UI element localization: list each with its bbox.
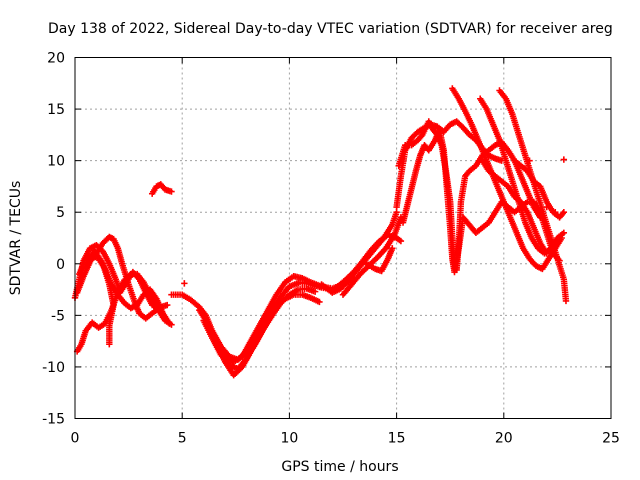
data-point (168, 188, 175, 195)
data-point (311, 288, 319, 295)
series-trace-10 (204, 272, 357, 365)
series-trace-17 (399, 126, 563, 276)
x-tick-label: 15 (388, 431, 406, 447)
data-point (106, 341, 113, 348)
data-point (543, 203, 550, 211)
data-point (560, 209, 568, 216)
x-tick-label: 20 (495, 431, 513, 447)
data-point (418, 132, 425, 140)
x-tick-label: 0 (71, 431, 80, 447)
series-trace-14 (363, 245, 396, 275)
y-tick-label: 15 (47, 102, 65, 118)
data-marks (71, 85, 570, 379)
y-tick-label: -15 (42, 412, 65, 428)
data-point (560, 229, 568, 237)
data-point (389, 245, 396, 252)
data-point (166, 320, 173, 327)
x-tick-label: 5 (178, 431, 187, 447)
data-point (552, 209, 559, 216)
series-trace-19 (477, 95, 568, 257)
series-trace-20 (496, 87, 570, 305)
series-trace-5 (82, 247, 117, 348)
data-point (560, 156, 568, 163)
y-tick-label: 0 (56, 257, 65, 273)
ticks: 0 5 10 15 20 25 -15 -10 -5 0 5 10 15 20 (42, 51, 620, 447)
y-tick-label: 20 (47, 51, 65, 67)
y-tick-label: 10 (47, 154, 65, 170)
x-axis-label: GPS time / hours (281, 459, 398, 475)
y-tick-label: 5 (56, 205, 65, 221)
data-point (316, 298, 323, 306)
series-trace-21 (511, 157, 568, 221)
plot-frame (74, 57, 612, 419)
data-point (559, 210, 566, 217)
data-point (163, 301, 171, 309)
y-axis-label: SDTVAR / TECUs (8, 181, 24, 296)
data-point (397, 237, 405, 245)
x-tick-label: 10 (280, 431, 298, 447)
data-point (562, 297, 570, 305)
data-point (526, 157, 533, 164)
y-tick-label: -10 (42, 360, 65, 376)
series-trace-23 (181, 156, 568, 287)
chart-title: Day 138 of 2022, Sidereal Day-to-day VTE… (48, 21, 613, 37)
x-tick-label: 25 (602, 431, 620, 447)
y-tick-label: -5 (51, 308, 65, 324)
series-trace-6 (148, 181, 175, 197)
series-trace-13 (339, 214, 405, 298)
data-point (181, 280, 188, 287)
series-trace-11 (318, 209, 400, 296)
data-point (543, 250, 550, 257)
series-trace-22 (479, 157, 550, 257)
